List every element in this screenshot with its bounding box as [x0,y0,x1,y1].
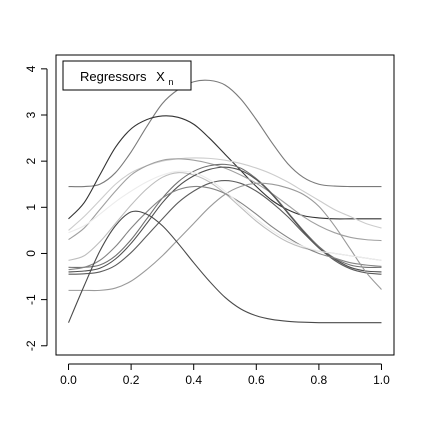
legend: Regressors X n [62,60,192,91]
legend-text: Regressors X n [80,69,173,87]
x-tick-label: 0.8 [311,373,328,387]
series-line-4 [68,158,382,242]
y-axis: -2 -1 0 1 2 3 4 [24,65,48,351]
y-tick-label: 1 [24,204,38,211]
legend-symbol: X [156,69,165,84]
x-axis: 0.0 0.2 0.4 0.6 0.8 1.0 [60,363,390,387]
y-tick-label: 0 [24,250,38,257]
series-line-12 [68,210,382,324]
plot-box [55,54,395,356]
x-tick-label: 0.2 [123,373,140,387]
x-tick-label: 0.4 [185,373,202,387]
series-line-11 [68,170,382,261]
x-tick-label: 1.0 [373,373,390,387]
series-line-7 [68,166,382,273]
series-layer [68,79,382,324]
legend-box [62,60,192,91]
series-line-3 [68,157,382,231]
x-tick-label: 0.0 [60,373,77,387]
legend-subscript: n [168,77,173,87]
series-line-2 [68,115,382,220]
series-line-1 [68,79,382,188]
legend-label: Regressors [80,69,147,84]
series-line-6 [68,163,382,269]
y-tick-label: 3 [24,111,38,118]
x-tick-label: 0.6 [248,373,265,387]
y-tick-label: 4 [24,65,38,72]
y-tick-label: 2 [24,157,38,164]
y-tick-label: -2 [24,340,38,351]
series-line-10 [68,182,382,292]
y-tick-label: -1 [24,294,38,305]
series-line-9 [68,185,382,271]
